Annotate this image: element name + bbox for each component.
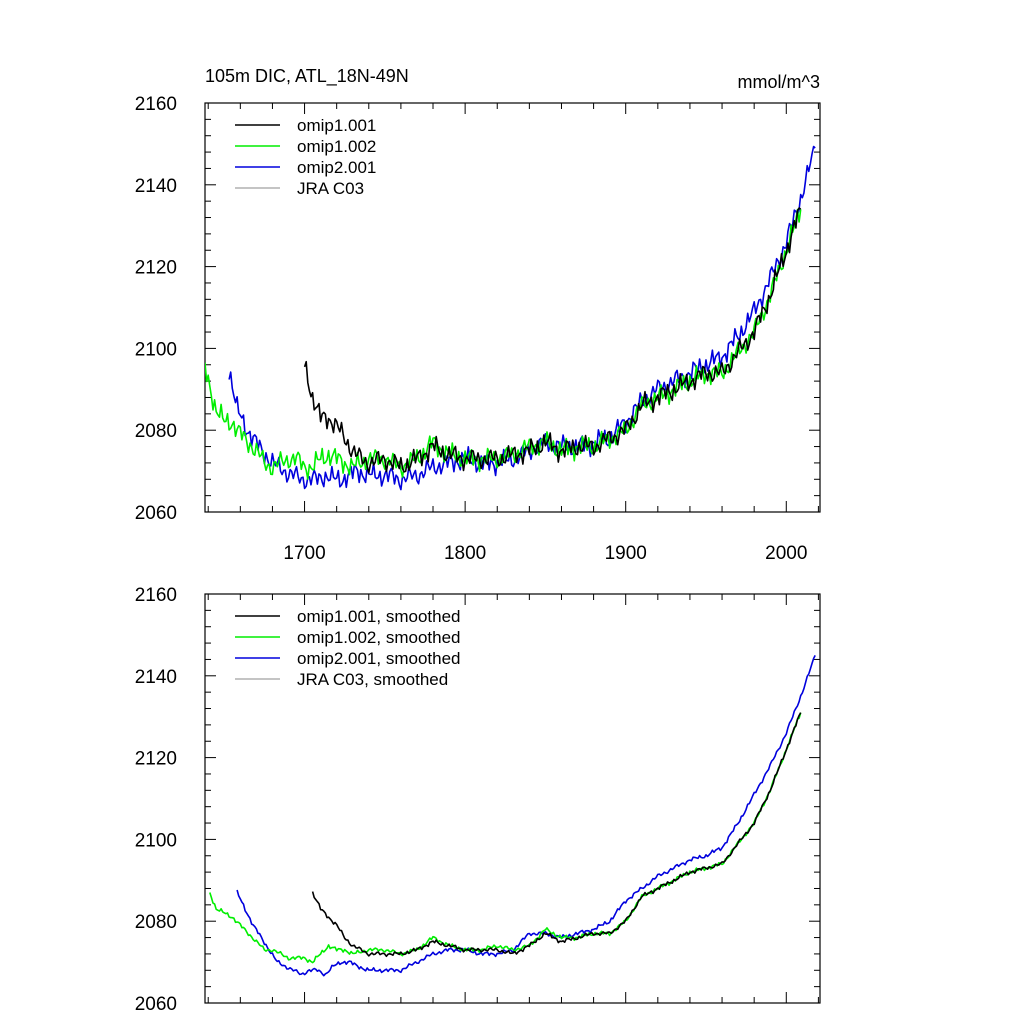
y-tick-label: 2160 [135, 585, 177, 606]
legend-label: JRA C03, smoothed [297, 670, 448, 689]
plot-frame [204, 102, 821, 513]
legend-label: JRA C03 [297, 179, 364, 198]
series-group [205, 145, 816, 491]
y-tick-label: 2120 [135, 258, 177, 279]
x-tick-label: 1800 [444, 543, 486, 564]
y-tick-label: 2060 [135, 994, 177, 1015]
legend-label: omip1.002 [297, 137, 376, 156]
bottom-panel: 2060 2080 2100 2120 2140 2160 omip1.001, smoot… [135, 585, 821, 1015]
y-tick-label: 2080 [135, 421, 177, 442]
series-line-omip2_001 [236, 655, 816, 977]
chart-title: 105m DIC, ATL_18N-49N [205, 66, 409, 87]
units-label: mmol/m^3 [738, 72, 820, 92]
legend-label: omip1.001 [297, 116, 376, 135]
series-line-omip1_002 [209, 712, 802, 964]
top-panel: 2060 2080 2100 2120 2140 2160 1700 1800 1900 2000… [135, 94, 821, 564]
series-line-omip1_001 [311, 712, 802, 958]
y-tick-label: 2100 [135, 830, 177, 851]
legend-label: omip1.001, smoothed [297, 607, 461, 626]
legend-label: omip2.001 [297, 158, 376, 177]
plot-frame [204, 593, 821, 1004]
y-tick-label: 2160 [135, 94, 177, 115]
y-tick-label: 2120 [135, 749, 177, 770]
y-tick-label: 2140 [135, 667, 177, 688]
x-tick-label: 1900 [605, 543, 647, 564]
y-tick-label: 2140 [135, 176, 177, 197]
series-line-omip1_001 [303, 207, 802, 474]
x-tick-label: 2000 [765, 543, 807, 564]
x-tick-label: 1700 [283, 543, 325, 564]
y-tick-label: 2060 [135, 503, 177, 524]
legend-label: omip1.002, smoothed [297, 628, 461, 647]
series-group [209, 655, 816, 977]
series-line-omip1_002 [205, 208, 802, 480]
y-tick-label: 2100 [135, 339, 177, 360]
y-tick-label: 2080 [135, 912, 177, 933]
legend-label: omip2.001, smoothed [297, 649, 461, 668]
